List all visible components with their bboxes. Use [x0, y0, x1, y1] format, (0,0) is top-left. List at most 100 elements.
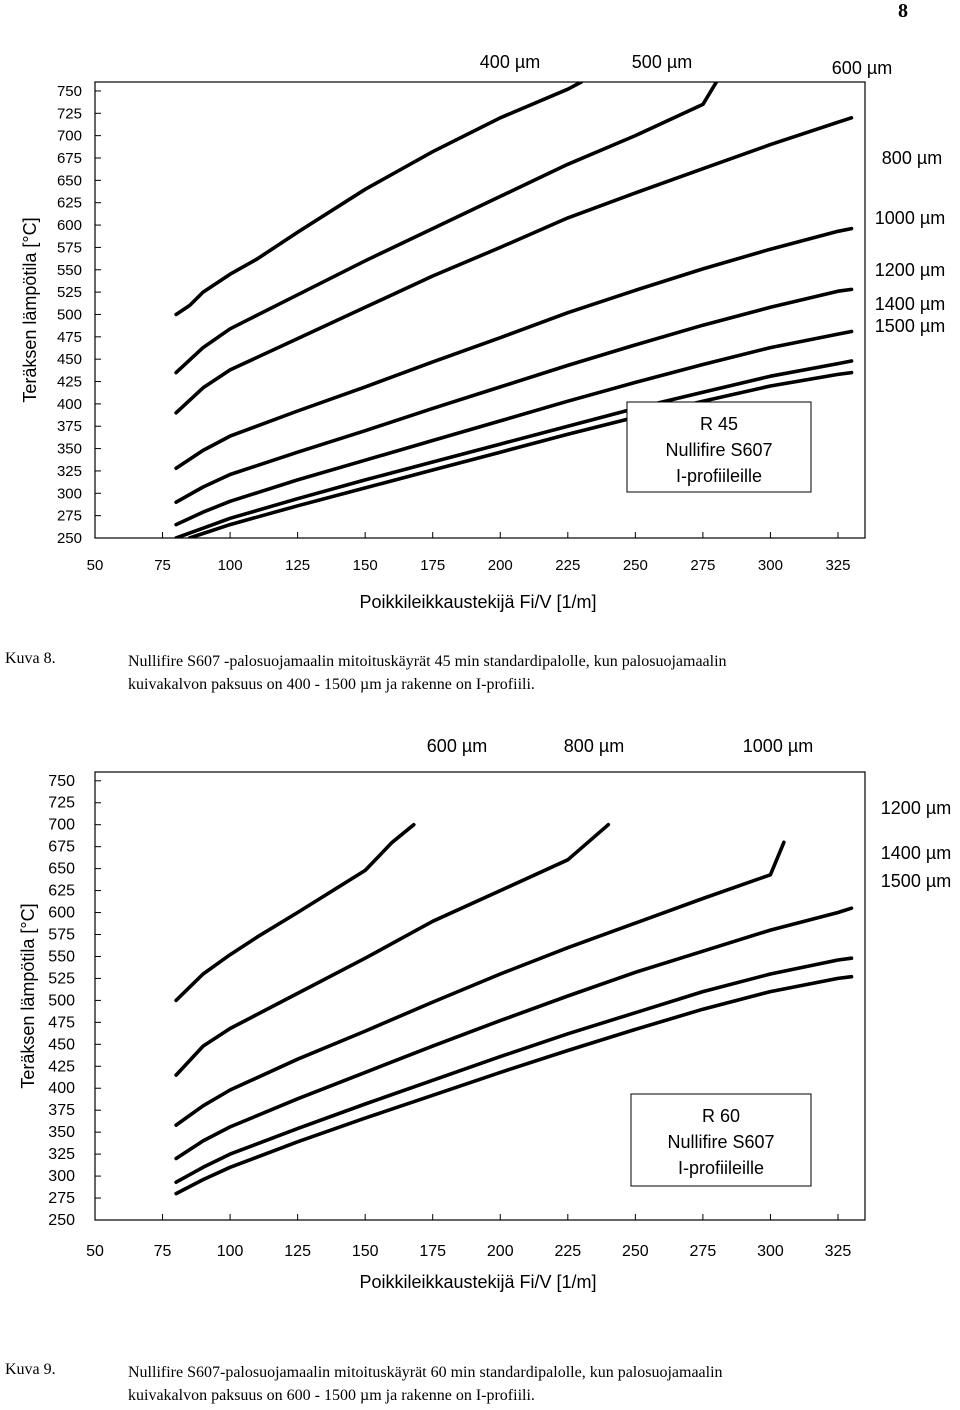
chart-1: 250 275 300 325 350 375 400 425 450 475 500 525 550 5… — [20, 52, 945, 612]
x-tick-label: 175 — [419, 1243, 446, 1260]
x-tick-label: 125 — [285, 557, 310, 574]
y-tick-label: 725 — [57, 105, 82, 122]
y-tick-label: 450 — [48, 1036, 75, 1053]
y-tick-label: 675 — [57, 150, 82, 167]
x-tick-label: 275 — [690, 557, 715, 574]
info-box — [626, 401, 812, 493]
caption-1-line-1: Nullifire S607 -palosuojamaalin mitoitus… — [128, 653, 727, 670]
series-line — [174, 82, 719, 375]
y-tick-label: 525 — [57, 284, 82, 301]
y-tick-label: 550 — [57, 262, 82, 279]
y-tick-label: 250 — [57, 530, 82, 547]
series-line — [174, 226, 854, 471]
y-tick-label: 350 — [48, 1124, 75, 1141]
x-tick-label: 75 — [154, 1243, 172, 1260]
y-tick-label: 700 — [48, 817, 75, 834]
x-tick-label: 225 — [554, 1243, 581, 1260]
y-tick-label: 300 — [48, 1168, 75, 1185]
y-tick-label: 750 — [57, 83, 82, 100]
series-label: 1400 µm — [875, 294, 945, 314]
x-tick-label: 100 — [217, 1243, 244, 1260]
x-tick-label: 175 — [420, 557, 445, 574]
x-tick-label: 275 — [690, 1243, 717, 1260]
y-tick-label: 325 — [57, 463, 82, 480]
y-tick-label: 700 — [57, 128, 82, 145]
series-line — [174, 82, 584, 317]
series-label: 1200 µm — [881, 798, 951, 818]
y-tick-label: 550 — [48, 948, 75, 965]
y-tick-label: 300 — [57, 485, 82, 502]
y-tick-label: 600 — [57, 217, 82, 234]
y-tick-label: 325 — [48, 1146, 75, 1163]
caption-1-line-2: kuivakalvon paksuus on 400 - 1500 µm ja … — [128, 676, 535, 693]
series-line — [174, 822, 416, 1003]
series-label: 800 µm — [882, 148, 942, 168]
series-line — [174, 329, 854, 527]
x-tick-label: 100 — [218, 557, 243, 574]
series-label: 1000 µm — [875, 208, 945, 228]
series-line — [174, 956, 854, 1185]
y-tick-label: 400 — [57, 396, 82, 413]
y-tick-label: 725 — [48, 795, 75, 812]
y-tick-label: 400 — [48, 1080, 75, 1097]
caption-2-line-1: Nullifire S607-palosuojamaalin mitoitusk… — [128, 1364, 723, 1381]
x-tick-label: 50 — [86, 1243, 104, 1260]
info-box-line: I-profiileille — [676, 466, 762, 486]
y-tick-label: 275 — [57, 508, 82, 525]
series-label: 1500 µm — [881, 871, 951, 891]
y-tick-label: 650 — [57, 172, 82, 189]
x-tick-label: 250 — [623, 557, 648, 574]
x-tick-label: 325 — [825, 1243, 852, 1260]
y-tick-label: 375 — [57, 418, 82, 435]
series-label: 1000 µm — [743, 736, 813, 756]
series-line — [174, 840, 786, 1127]
y-tick-label: 575 — [48, 927, 75, 944]
series-line — [174, 116, 854, 415]
info-box-line: I-profiileille — [678, 1158, 764, 1178]
y-tick-label: 425 — [48, 1058, 75, 1075]
x-axis-title: Poikkileikkaustekijä Fi/V [1/m] — [359, 592, 596, 612]
plot-frame — [94, 771, 866, 1221]
series-line — [174, 287, 854, 505]
y-tick-label: 625 — [57, 195, 82, 212]
y-tick-label: 500 — [57, 306, 82, 323]
series-label: 600 µm — [832, 58, 892, 78]
series-label: 1500 µm — [875, 316, 945, 336]
x-tick-label: 300 — [757, 1243, 784, 1260]
y-tick-label: 675 — [48, 839, 75, 856]
x-tick-label: 250 — [622, 1243, 649, 1260]
series-label: 1400 µm — [881, 843, 951, 863]
y-tick-label: 275 — [48, 1190, 75, 1207]
chart-2: 250 275 300 325 350 375 400 425 450 475 500 525 550 5… — [18, 736, 951, 1292]
y-tick-label: 650 — [48, 861, 75, 878]
info-box-line: R 45 — [700, 414, 738, 434]
y-axis-title: Teräksen lämpötila [°C] — [18, 903, 38, 1088]
series-label: 600 µm — [427, 736, 487, 756]
y-tick-label: 250 — [48, 1212, 75, 1229]
series-label: 1200 µm — [875, 260, 945, 280]
page-number: 8 — [898, 0, 908, 22]
caption-1-label: Kuva 8. — [5, 650, 56, 667]
y-tick-label: 475 — [48, 1014, 75, 1031]
series-line — [187, 370, 854, 538]
x-tick-label: 125 — [284, 1243, 311, 1260]
info-box-line: Nullifire S607 — [667, 1132, 774, 1152]
caption-2-label: Kuva 9. — [5, 1361, 56, 1378]
series-label: 500 µm — [632, 52, 692, 72]
y-tick-label: 375 — [48, 1102, 75, 1119]
info-box-line: Nullifire S607 — [665, 440, 772, 460]
caption-2-line-2: kuivakalvon paksuus on 600 - 1500 µm ja … — [128, 1387, 535, 1404]
x-tick-label: 150 — [352, 1243, 379, 1260]
x-tick-label: 75 — [154, 557, 171, 574]
x-tick-label: 50 — [87, 557, 104, 574]
x-tick-label: 200 — [488, 557, 513, 574]
series-group — [174, 82, 854, 538]
x-tick-label: 200 — [487, 1243, 514, 1260]
x-axis-title: Poikkileikkaustekijä Fi/V [1/m] — [359, 1272, 596, 1292]
info-box-line: R 60 — [702, 1106, 740, 1126]
y-tick-label: 475 — [57, 329, 82, 346]
series-label: 400 µm — [480, 52, 540, 72]
y-tick-label: 600 — [48, 905, 75, 922]
y-tick-label: 625 — [48, 883, 75, 900]
series-line — [174, 974, 854, 1196]
